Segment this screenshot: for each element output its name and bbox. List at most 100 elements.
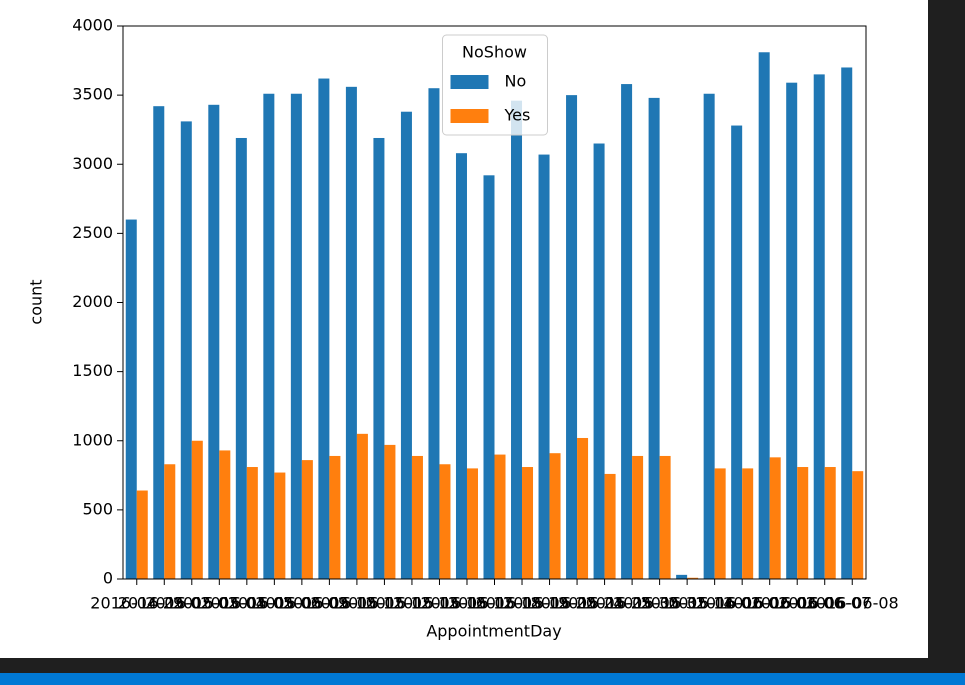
x-tick-label: 2016-05-05: [200, 594, 293, 613]
x-tick-label: 2016-06-07: [778, 594, 871, 613]
x-tick-label: 2016-05-13: [365, 594, 458, 613]
bar: [466, 468, 478, 579]
bar: [687, 577, 699, 579]
x-tick-label: 2016-05-24: [531, 594, 624, 613]
x-tick-label: 2016-05-31: [613, 594, 706, 613]
bar: [483, 175, 495, 579]
bar: [153, 106, 165, 579]
bar: [246, 467, 258, 579]
bar: [345, 86, 357, 579]
bar: [703, 93, 715, 580]
x-tick-label: 2016-05-09: [255, 594, 348, 613]
y-tick-label: 3500: [72, 85, 113, 104]
legend-label: Yes: [504, 106, 531, 125]
x-tick-label: 2016-05-10: [283, 594, 376, 613]
y-tick-label: 4000: [72, 16, 113, 35]
y-tick-label: 3000: [72, 154, 113, 173]
bar: [208, 104, 220, 580]
x-tick-label: 2016-06-02: [696, 594, 789, 613]
x-tick-label: 2016-04-29: [90, 594, 183, 613]
bar: [400, 111, 412, 579]
bar: [731, 125, 743, 579]
bar: [373, 137, 385, 580]
x-tick-label: 2016-06-01: [668, 594, 761, 613]
bar: [769, 457, 781, 579]
bar: [758, 52, 770, 579]
bar: [577, 437, 589, 579]
x-tick-label: 2016-05-30: [586, 594, 679, 613]
x-tick-label: 2016-05-18: [448, 594, 541, 613]
bar: [455, 153, 467, 579]
bar: [219, 450, 231, 579]
x-tick-label: 2016-06-06: [751, 594, 844, 613]
x-tick-label: 2016-05-11: [310, 594, 403, 613]
bar: [164, 464, 176, 579]
chart: count AppointmentDay 0 500 1000 1500 2000 250…: [27, 16, 899, 641]
bar: [125, 219, 137, 580]
bar: [494, 454, 506, 579]
bar: [742, 468, 754, 579]
bar: [824, 467, 836, 579]
bar: [566, 95, 578, 579]
bar: [301, 460, 313, 579]
bar: [538, 154, 550, 579]
x-tick-label: 2016-05-17: [420, 594, 513, 613]
x-tick-label: 2016-05-06: [228, 594, 321, 613]
x-tick-label: 2016-05-16: [393, 594, 486, 613]
status-bar: [0, 673, 965, 685]
y-tick-label: 1500: [72, 361, 113, 380]
bar: [356, 433, 368, 579]
y-tick-label: 2500: [72, 223, 113, 242]
bar: [676, 574, 688, 579]
bar: [797, 467, 809, 579]
bar: [384, 444, 396, 579]
bar: [648, 97, 660, 579]
bar: [428, 88, 440, 580]
x-tick-label: 2016-06-08: [806, 594, 899, 613]
x-tick-label: 2016-05-12: [338, 594, 431, 613]
y-tick-label: 2000: [72, 292, 113, 311]
bar: [263, 93, 275, 580]
x-tick-label: 2016-05-14: [641, 594, 734, 613]
bar: [632, 455, 644, 579]
bar: [191, 440, 203, 579]
bar: [411, 455, 423, 579]
plot-frame: [122, 25, 867, 580]
bar: [180, 121, 192, 579]
x-tick-label: 2016-05-02: [118, 594, 211, 613]
bar: [235, 137, 247, 580]
bar: [136, 490, 148, 579]
legend-label: No: [505, 72, 527, 91]
x-tick-label: 2016-05-25: [558, 594, 651, 613]
y-axis-label: count: [27, 279, 46, 324]
bar: [511, 100, 523, 579]
bar: [318, 78, 330, 579]
bar: [274, 472, 286, 579]
y-tick-label: 500: [82, 499, 113, 518]
bar: [714, 468, 726, 579]
bar: [852, 471, 864, 579]
bar: [549, 453, 561, 579]
x-tick-label: 2016-05-04: [173, 594, 266, 613]
bar: [659, 455, 671, 579]
legend-swatch: [450, 75, 489, 89]
bar: [621, 84, 633, 579]
x-tick-label: 2016-06-03: [723, 594, 816, 613]
bar: [329, 455, 341, 579]
y-tick-label: 1000: [72, 430, 113, 449]
x-axis-label: AppointmentDay: [426, 622, 561, 641]
bar: [786, 82, 798, 580]
y-tick-label: 0: [103, 569, 113, 588]
legend-title: NoShow: [462, 43, 527, 62]
bar: [522, 467, 534, 579]
bar: [290, 93, 302, 580]
bar: [439, 464, 451, 579]
x-tick-label: 2016-05-20: [503, 594, 596, 613]
bar: [604, 473, 616, 579]
bar: [593, 143, 605, 579]
bar: [813, 74, 825, 579]
bar: [841, 67, 853, 579]
legend-swatch: [450, 109, 489, 123]
x-tick-label: 2016-05-03: [145, 594, 238, 613]
